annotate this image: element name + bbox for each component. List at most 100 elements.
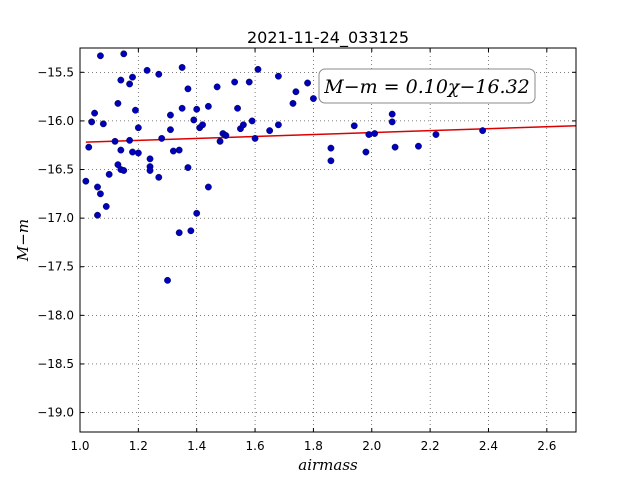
data-point bbox=[274, 72, 282, 80]
x-tick-label: 1.0 bbox=[70, 439, 89, 453]
data-point bbox=[94, 183, 101, 191]
data-point bbox=[167, 126, 174, 134]
data-point bbox=[114, 100, 122, 107]
data-point bbox=[388, 118, 396, 126]
data-point bbox=[97, 52, 104, 60]
data-point bbox=[146, 155, 154, 163]
data-point bbox=[362, 148, 370, 156]
data-point bbox=[126, 80, 134, 88]
plot-frame bbox=[79, 47, 577, 433]
axis-ticks bbox=[79, 48, 576, 432]
data-point bbox=[126, 136, 134, 144]
x-tick-label: 1.4 bbox=[187, 439, 206, 453]
data-point bbox=[365, 131, 373, 138]
data-point bbox=[105, 170, 113, 178]
data-point bbox=[99, 120, 107, 128]
y-tick-label: −19.0 bbox=[37, 406, 74, 420]
fit-line bbox=[85, 125, 577, 143]
annotation-box bbox=[318, 68, 536, 104]
data-point bbox=[245, 78, 253, 86]
y-tick-label: −16.5 bbox=[37, 163, 74, 177]
data-point bbox=[175, 229, 183, 237]
data-point bbox=[117, 76, 125, 84]
data-point bbox=[327, 144, 335, 152]
data-point bbox=[327, 157, 335, 165]
data-point bbox=[199, 121, 206, 129]
data-point bbox=[117, 146, 125, 154]
data-point bbox=[164, 276, 171, 284]
data-point bbox=[175, 146, 183, 154]
data-point bbox=[479, 127, 487, 135]
fit-annotation: M−m = 0.10χ−16.32 bbox=[318, 68, 536, 104]
chart-title: 2021-11-24_033125 bbox=[247, 28, 409, 48]
plot-area bbox=[80, 48, 576, 432]
data-point bbox=[292, 88, 300, 96]
data-point bbox=[120, 50, 128, 58]
data-point bbox=[134, 124, 142, 132]
data-point bbox=[88, 118, 96, 126]
data-point bbox=[193, 209, 201, 217]
data-point bbox=[178, 104, 186, 112]
y-tick-label: −15.5 bbox=[37, 65, 74, 79]
data-point bbox=[82, 177, 90, 185]
data-point bbox=[102, 203, 110, 210]
data-point bbox=[304, 79, 311, 87]
data-point bbox=[239, 121, 247, 129]
data-point bbox=[213, 83, 221, 91]
y-tick-label: −16.0 bbox=[37, 114, 74, 128]
data-point bbox=[231, 78, 239, 86]
data-point bbox=[178, 64, 186, 71]
data-point bbox=[350, 122, 358, 130]
data-point bbox=[184, 164, 192, 171]
data-point bbox=[129, 73, 136, 81]
y-axis-label: M−m bbox=[14, 219, 32, 262]
data-point bbox=[266, 127, 274, 135]
data-point bbox=[204, 183, 212, 191]
data-point bbox=[94, 211, 101, 219]
data-point bbox=[193, 105, 201, 113]
data-point bbox=[371, 130, 379, 137]
fit-line-group bbox=[85, 125, 577, 143]
data-points bbox=[82, 50, 487, 284]
data-point bbox=[254, 65, 262, 73]
data-point bbox=[415, 142, 422, 150]
data-point bbox=[216, 137, 224, 145]
data-point bbox=[432, 131, 440, 138]
data-point bbox=[85, 143, 93, 151]
data-point bbox=[134, 149, 142, 157]
data-point bbox=[289, 100, 297, 107]
data-point bbox=[391, 143, 399, 151]
x-tick-label: 1.6 bbox=[246, 439, 265, 453]
data-point bbox=[251, 135, 259, 142]
y-tick-label: −18.5 bbox=[37, 357, 74, 371]
data-point bbox=[120, 167, 128, 174]
data-point bbox=[204, 102, 212, 110]
data-point bbox=[155, 173, 163, 181]
data-point bbox=[158, 135, 166, 142]
data-point bbox=[310, 95, 317, 102]
y-tick-label: −17.5 bbox=[37, 260, 74, 274]
data-point bbox=[169, 147, 177, 155]
data-point bbox=[248, 117, 256, 125]
data-point bbox=[184, 85, 192, 93]
data-point bbox=[234, 104, 241, 112]
y-tick-label: −18.0 bbox=[37, 308, 74, 322]
data-point bbox=[167, 111, 174, 119]
x-tick-label: 1.8 bbox=[304, 439, 323, 453]
data-point bbox=[274, 121, 282, 129]
x-tick-label: 1.2 bbox=[129, 439, 148, 453]
data-point bbox=[222, 132, 230, 139]
data-point bbox=[143, 66, 151, 74]
x-tick-label: 2.6 bbox=[537, 439, 556, 453]
x-tick-label: 2.0 bbox=[362, 439, 381, 453]
tick-labels: 1.0 1.2 1.4 1.6 1.8 2.0 2.2 2.4 2.6 −15.5 −16.0 −16… bbox=[37, 65, 556, 453]
data-point bbox=[146, 167, 154, 174]
data-point bbox=[129, 148, 136, 156]
x-tick-label: 2.4 bbox=[479, 439, 498, 453]
y-tick-label: −17.0 bbox=[37, 211, 74, 225]
annotation-text: M−m = 0.10χ−16.32 bbox=[323, 76, 530, 98]
data-point bbox=[388, 110, 396, 118]
data-point bbox=[97, 190, 104, 198]
data-point bbox=[155, 70, 163, 78]
data-point bbox=[91, 109, 98, 117]
